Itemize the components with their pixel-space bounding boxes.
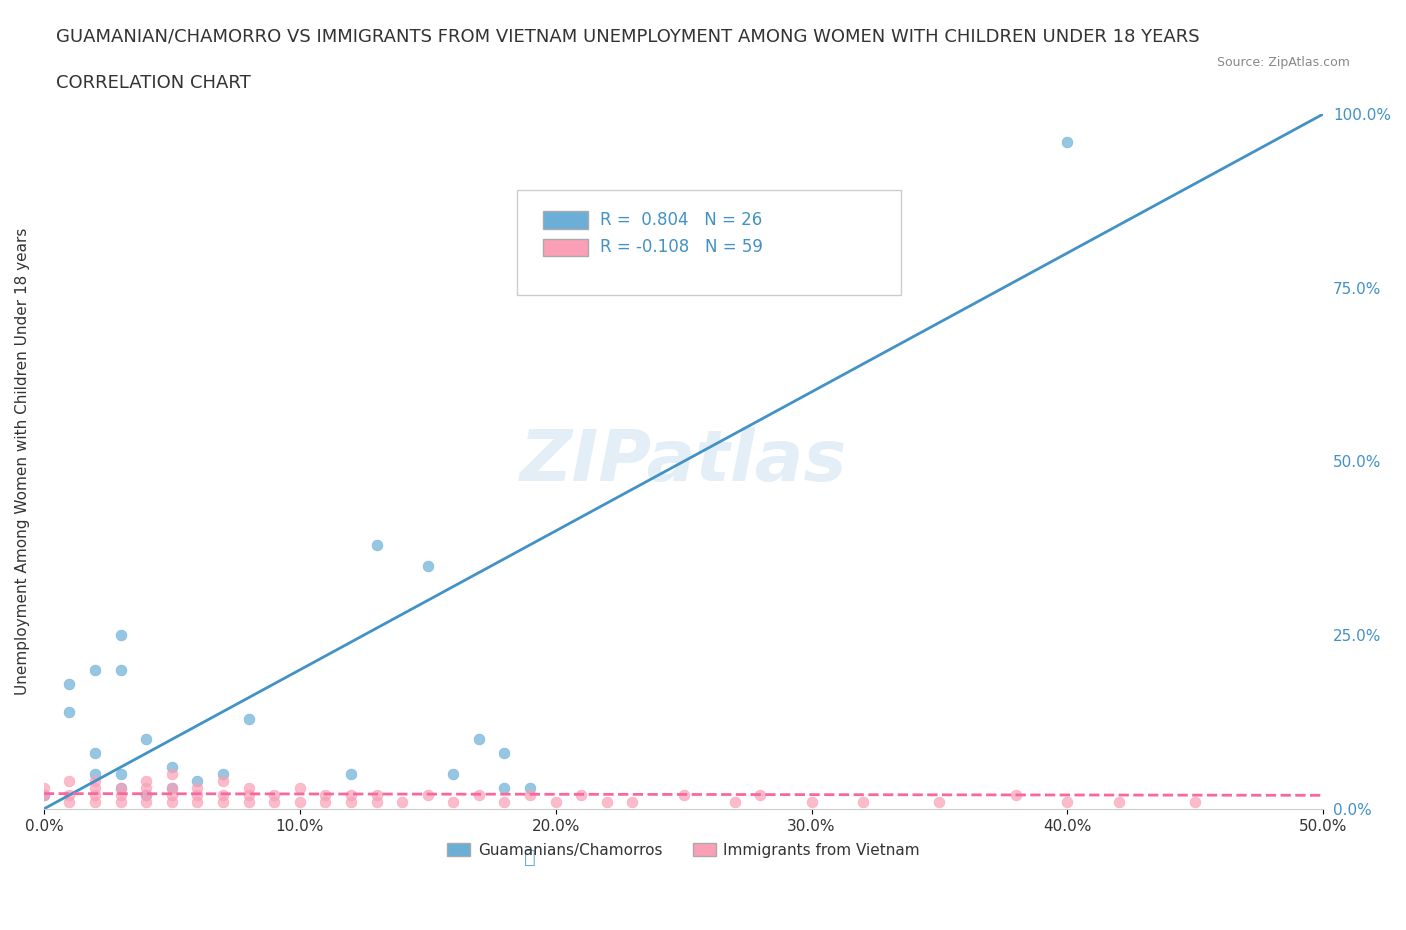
Point bbox=[544, 794, 567, 809]
Point bbox=[519, 788, 541, 803]
Text: ZIPatlas: ZIPatlas bbox=[520, 427, 848, 496]
Point bbox=[110, 780, 132, 795]
Point bbox=[110, 662, 132, 677]
Text: ⬜: ⬜ bbox=[524, 848, 536, 867]
Point bbox=[494, 794, 516, 809]
Point bbox=[32, 780, 55, 795]
Point bbox=[212, 794, 235, 809]
Point bbox=[186, 780, 208, 795]
Point bbox=[212, 774, 235, 789]
Point bbox=[212, 788, 235, 803]
Y-axis label: Unemployment Among Women with Children Under 18 years: Unemployment Among Women with Children U… bbox=[15, 228, 30, 695]
Point bbox=[135, 774, 157, 789]
Point bbox=[58, 676, 80, 691]
Point bbox=[468, 732, 491, 747]
FancyBboxPatch shape bbox=[517, 191, 901, 295]
Point bbox=[1056, 794, 1078, 809]
Point bbox=[494, 780, 516, 795]
Point bbox=[186, 794, 208, 809]
Point bbox=[135, 732, 157, 747]
Point bbox=[186, 774, 208, 789]
Point bbox=[441, 794, 464, 809]
Point bbox=[212, 766, 235, 781]
Point bbox=[238, 788, 260, 803]
Point bbox=[160, 760, 183, 775]
Point bbox=[135, 788, 157, 803]
Point bbox=[110, 794, 132, 809]
Point bbox=[366, 794, 388, 809]
FancyBboxPatch shape bbox=[543, 239, 588, 257]
Point bbox=[288, 780, 311, 795]
Point bbox=[366, 538, 388, 552]
Point bbox=[1005, 788, 1028, 803]
Point bbox=[441, 766, 464, 781]
Point bbox=[58, 704, 80, 719]
Point bbox=[800, 794, 823, 809]
Point bbox=[238, 780, 260, 795]
Point bbox=[314, 794, 336, 809]
Point bbox=[58, 788, 80, 803]
Point bbox=[416, 788, 439, 803]
Legend: Guamanians/Chamorros, Immigrants from Vietnam: Guamanians/Chamorros, Immigrants from Vi… bbox=[441, 836, 927, 864]
Point bbox=[366, 788, 388, 803]
Text: GUAMANIAN/CHAMORRO VS IMMIGRANTS FROM VIETNAM UNEMPLOYMENT AMONG WOMEN WITH CHIL: GUAMANIAN/CHAMORRO VS IMMIGRANTS FROM VI… bbox=[56, 28, 1199, 46]
Point bbox=[110, 780, 132, 795]
Point bbox=[32, 788, 55, 803]
Point bbox=[724, 794, 747, 809]
Point bbox=[84, 662, 107, 677]
Point bbox=[84, 746, 107, 761]
Point bbox=[160, 788, 183, 803]
Point bbox=[314, 788, 336, 803]
Point bbox=[58, 794, 80, 809]
Point bbox=[135, 788, 157, 803]
Point bbox=[1108, 794, 1130, 809]
Point bbox=[596, 794, 619, 809]
Point bbox=[288, 794, 311, 809]
Point bbox=[135, 780, 157, 795]
Point bbox=[852, 794, 875, 809]
Point bbox=[263, 788, 285, 803]
Point bbox=[238, 794, 260, 809]
Point bbox=[468, 788, 491, 803]
Point bbox=[1184, 794, 1206, 809]
Point bbox=[160, 780, 183, 795]
Point bbox=[340, 788, 363, 803]
Point bbox=[135, 794, 157, 809]
Point bbox=[494, 746, 516, 761]
Point bbox=[672, 788, 695, 803]
Text: R =  0.804   N = 26: R = 0.804 N = 26 bbox=[600, 210, 762, 229]
Text: Source: ZipAtlas.com: Source: ZipAtlas.com bbox=[1216, 56, 1350, 69]
Point bbox=[84, 774, 107, 789]
Point bbox=[160, 766, 183, 781]
Point bbox=[110, 788, 132, 803]
Point bbox=[238, 711, 260, 726]
Point bbox=[186, 788, 208, 803]
Point bbox=[84, 788, 107, 803]
Point bbox=[621, 794, 644, 809]
Point bbox=[84, 780, 107, 795]
Point bbox=[519, 780, 541, 795]
Point bbox=[160, 780, 183, 795]
Point bbox=[84, 794, 107, 809]
Text: CORRELATION CHART: CORRELATION CHART bbox=[56, 74, 252, 92]
FancyBboxPatch shape bbox=[543, 211, 588, 229]
Point bbox=[263, 794, 285, 809]
Point bbox=[32, 788, 55, 803]
Point bbox=[340, 766, 363, 781]
Point bbox=[160, 794, 183, 809]
Point bbox=[749, 788, 772, 803]
Point bbox=[340, 794, 363, 809]
Point bbox=[110, 628, 132, 643]
Point bbox=[416, 558, 439, 573]
Text: R = -0.108   N = 59: R = -0.108 N = 59 bbox=[600, 238, 763, 257]
Point bbox=[928, 794, 950, 809]
Point bbox=[84, 766, 107, 781]
Point bbox=[569, 788, 592, 803]
Point bbox=[58, 774, 80, 789]
Point bbox=[1056, 134, 1078, 149]
Point bbox=[110, 766, 132, 781]
Point bbox=[391, 794, 413, 809]
